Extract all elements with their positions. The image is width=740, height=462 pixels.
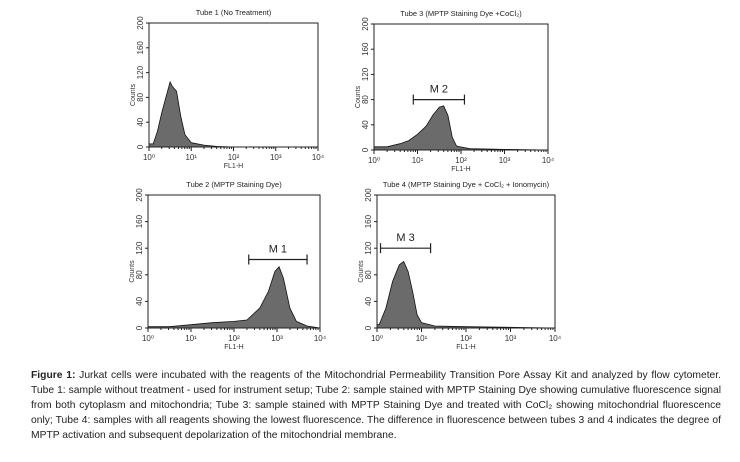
y-tick-label: 200 <box>135 188 144 202</box>
y-tick-label: 40 <box>361 120 370 129</box>
y-tick-label: 0 <box>364 325 373 330</box>
y-tick-label: 40 <box>364 296 373 305</box>
y-tick-label: 200 <box>361 17 370 31</box>
y-tick-label: 80 <box>136 92 145 101</box>
panel-title: Tube 4 (MPTP Staining Dye + CoCl₂ + Iono… <box>383 180 550 189</box>
x-tick-label: 10⁰ <box>371 334 383 343</box>
histogram-panel-3: Tube 2 (MPTP Staining Dye) 0 40 80 120 160 200… <box>129 180 327 351</box>
y-tick-label: 120 <box>364 241 373 255</box>
y-tick-label: 200 <box>136 16 145 30</box>
x-tick-label: 10⁴ <box>542 156 555 165</box>
histogram-panel-4: Tube 4 (MPTP Staining Dye + CoCl₂ + Iono… <box>358 180 562 351</box>
y-tick-label: 120 <box>361 67 370 81</box>
histogram-panel-2: Tube 3 (MPTP Staining Dye +CoCl₂) 0 40 80 12… <box>355 9 555 173</box>
y-tick-label: 80 <box>361 95 370 104</box>
histogram-area <box>376 234 556 329</box>
y-tick-label: 160 <box>135 214 144 228</box>
gate-marker-label: M 3 <box>396 232 414 244</box>
y-axis-label: Counts <box>129 260 136 283</box>
x-tick-label: 10⁰ <box>368 156 380 165</box>
x-axis-label: FL1-H <box>224 344 243 351</box>
x-tick-label: 10¹ <box>412 156 424 165</box>
y-tick-label: 120 <box>135 241 144 255</box>
histogram-area <box>373 105 549 151</box>
x-tick-label: 10¹ <box>185 334 197 343</box>
plot-frame <box>373 23 549 151</box>
y-axis-label: Counts <box>355 85 362 108</box>
y-tick-label: 80 <box>135 270 144 279</box>
y-tick-label: 0 <box>136 144 145 149</box>
y-tick-label: 80 <box>364 270 373 279</box>
x-tick-label: 10³ <box>270 153 282 162</box>
y-axis-label: Counts <box>130 83 137 106</box>
histogram-area <box>148 80 234 148</box>
x-tick-label: 10³ <box>505 334 517 343</box>
y-tick-label: 120 <box>136 65 145 79</box>
gate-marker-label: M 2 <box>430 84 448 96</box>
y-tick-label: 40 <box>135 296 144 305</box>
x-tick-label: 10¹ <box>185 153 197 162</box>
x-tick-label: 10⁴ <box>312 153 325 162</box>
y-tick-label: 200 <box>364 188 373 202</box>
figure-panels: Tube 1 (No Treatment) 0 40 80 120 160 200 10⁰ 10… <box>129 8 562 351</box>
figure-caption: Figure 1: Jurkat cells were incubated wi… <box>31 368 721 443</box>
gate-marker-label: M 1 <box>269 244 287 256</box>
histogram-panel-1: Tube 1 (No Treatment) 0 40 80 120 160 200 10⁰ 10… <box>130 8 325 170</box>
x-tick-label: 10⁰ <box>143 153 155 162</box>
x-tick-label: 10³ <box>271 334 283 343</box>
y-axis-label: Counts <box>358 260 365 283</box>
x-tick-label: 10¹ <box>416 334 428 343</box>
x-tick-label: 10⁰ <box>142 334 154 343</box>
x-tick-label: 10² <box>228 153 240 162</box>
x-tick-label: 10² <box>228 334 240 343</box>
y-tick-label: 40 <box>136 117 145 126</box>
y-tick-label: 160 <box>364 214 373 228</box>
x-axis-label: FL1-H <box>451 166 470 173</box>
caption-text: Jurkat cells were incubated with the rea… <box>31 370 722 441</box>
x-tick-label: 10³ <box>499 156 511 165</box>
caption-label: Figure 1: <box>31 370 76 381</box>
y-tick-label: 160 <box>136 41 145 55</box>
plot-frame <box>147 194 321 329</box>
panel-title: Tube 1 (No Treatment) <box>196 8 272 17</box>
x-tick-label: 10² <box>460 334 472 343</box>
panel-title: Tube 3 (MPTP Staining Dye +CoCl₂) <box>400 9 522 18</box>
y-tick-label: 160 <box>361 42 370 56</box>
panel-title: Tube 2 (MPTP Staining Dye) <box>186 180 282 189</box>
y-tick-label: 0 <box>135 325 144 330</box>
histogram-area <box>147 266 321 329</box>
x-tick-label: 10⁴ <box>314 334 327 343</box>
x-tick-label: 10⁴ <box>549 334 562 343</box>
y-tick-label: 0 <box>361 147 370 152</box>
x-tick-label: 10² <box>455 156 467 165</box>
x-axis-label: FL1-H <box>456 344 475 351</box>
x-axis-label: FL1-H <box>224 163 243 170</box>
